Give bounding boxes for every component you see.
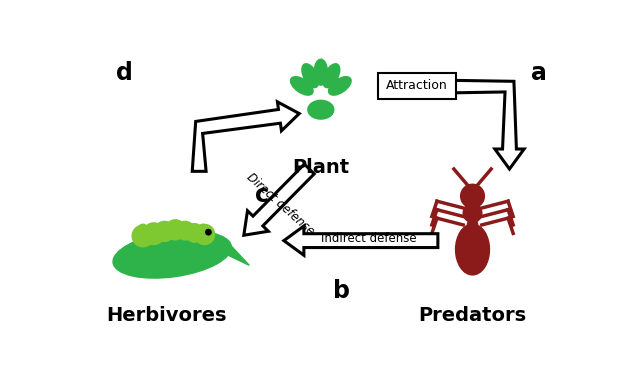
Circle shape [165, 220, 185, 240]
Ellipse shape [463, 204, 482, 223]
Circle shape [206, 230, 211, 235]
Circle shape [176, 221, 195, 240]
Ellipse shape [329, 77, 351, 95]
Ellipse shape [180, 224, 187, 229]
Text: c: c [255, 183, 269, 207]
Ellipse shape [314, 59, 327, 85]
Ellipse shape [140, 224, 146, 229]
Ellipse shape [113, 231, 232, 278]
Ellipse shape [170, 224, 177, 229]
Circle shape [155, 221, 175, 241]
Ellipse shape [150, 224, 156, 229]
PathPatch shape [244, 164, 314, 235]
Ellipse shape [323, 64, 340, 87]
PathPatch shape [192, 102, 299, 171]
Text: Predators: Predators [418, 306, 526, 325]
Text: d: d [116, 61, 133, 85]
Ellipse shape [190, 224, 197, 229]
PathPatch shape [411, 80, 524, 169]
Ellipse shape [200, 224, 207, 229]
Circle shape [461, 184, 485, 208]
Circle shape [185, 224, 204, 242]
Text: b: b [333, 279, 350, 303]
Text: Herbivores: Herbivores [106, 306, 227, 325]
Text: a: a [531, 61, 546, 85]
Circle shape [143, 223, 165, 245]
Text: Indirect defense: Indirect defense [321, 232, 416, 245]
PathPatch shape [284, 226, 438, 255]
Ellipse shape [308, 100, 334, 119]
Ellipse shape [468, 219, 478, 231]
Ellipse shape [302, 64, 319, 87]
Text: Attraction: Attraction [386, 79, 447, 92]
Circle shape [195, 224, 215, 245]
Ellipse shape [456, 224, 490, 275]
Text: Direct defense: Direct defense [244, 171, 316, 238]
FancyBboxPatch shape [378, 73, 456, 99]
Text: Plant: Plant [292, 158, 349, 177]
Ellipse shape [160, 224, 167, 229]
Ellipse shape [290, 77, 313, 95]
Circle shape [132, 225, 154, 247]
Polygon shape [217, 242, 249, 265]
